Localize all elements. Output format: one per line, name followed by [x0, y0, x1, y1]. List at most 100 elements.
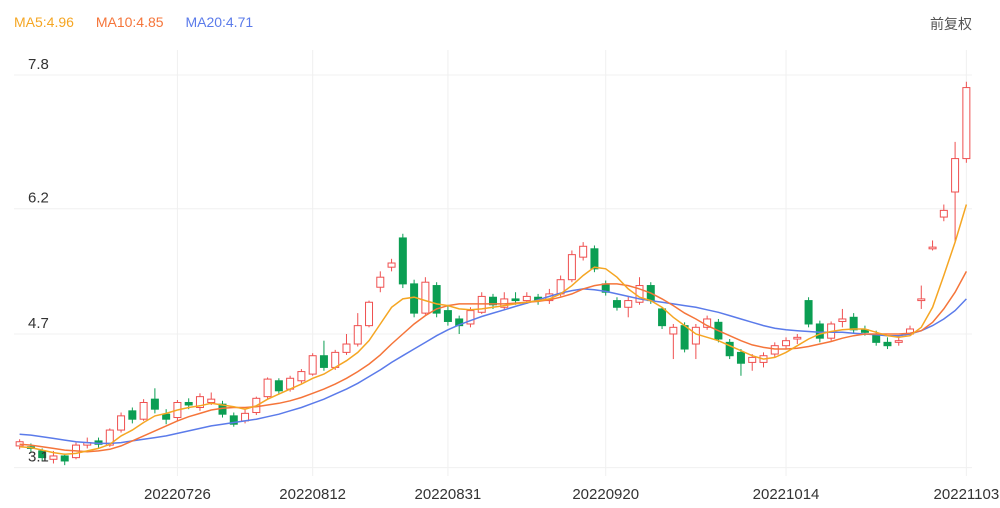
candle — [60, 453, 69, 466]
candle-body — [725, 341, 734, 357]
forward-adjust-toggle[interactable]: 前复权 — [930, 16, 972, 32]
candle-body — [567, 254, 576, 281]
candle — [500, 292, 509, 310]
candle-body — [691, 326, 700, 345]
candle-body — [60, 455, 69, 462]
candle-body — [49, 455, 58, 460]
grid-lines — [14, 50, 972, 476]
moving-average-lines — [19, 204, 968, 456]
candle — [297, 369, 306, 384]
x-tick-label: 20221014 — [753, 486, 820, 503]
y-axis-ticks: 7.8 6.2 4.7 3.1 — [28, 56, 49, 466]
candle — [353, 313, 362, 347]
candle — [748, 354, 757, 371]
candle-body — [308, 355, 317, 375]
candle-body — [421, 281, 430, 314]
ma20-line — [19, 288, 967, 445]
candle-body — [195, 396, 204, 409]
candle — [150, 388, 159, 414]
candle — [477, 292, 486, 314]
candle-body — [184, 401, 193, 406]
candle-body — [793, 336, 802, 340]
candle — [770, 342, 779, 358]
candle-body — [680, 325, 689, 350]
ma5-legend-label: MA5:4.96 — [14, 14, 74, 30]
candle — [387, 258, 396, 272]
candle-body — [804, 300, 813, 325]
candle — [624, 296, 633, 318]
candle-body — [117, 415, 126, 431]
candle-body — [365, 301, 374, 327]
candle — [567, 250, 576, 283]
candle-body — [398, 237, 407, 285]
candle-body — [466, 310, 475, 325]
candle — [376, 271, 385, 293]
candle-body — [432, 285, 441, 314]
candle — [736, 349, 745, 376]
candle — [263, 377, 272, 400]
candle — [117, 412, 126, 433]
candle — [793, 334, 802, 345]
candle-body — [838, 318, 847, 322]
x-tick-label: 20220920 — [572, 486, 639, 503]
candle — [804, 297, 813, 328]
x-axis-ticks: 20220726 20220812 20220831 20220920 20221014… — [144, 486, 999, 503]
candle-body — [207, 398, 216, 403]
candle-body — [782, 340, 791, 347]
candle-body — [150, 398, 159, 410]
x-tick-label: 20220726 — [144, 486, 211, 503]
candle-body — [658, 308, 667, 327]
candle — [489, 293, 497, 309]
candle-body — [443, 310, 452, 322]
candle-body — [883, 341, 892, 347]
candle — [951, 141, 960, 243]
candle — [432, 282, 441, 318]
candle — [815, 320, 824, 343]
candle — [962, 81, 971, 163]
x-tick-label: 20220831 — [415, 486, 482, 503]
candle-body — [455, 318, 464, 327]
candle — [421, 277, 430, 315]
candle — [319, 340, 328, 371]
candle — [759, 352, 768, 368]
candle-body — [229, 415, 238, 425]
candle-body — [612, 300, 621, 308]
candle-body — [928, 246, 937, 250]
candle — [658, 307, 667, 329]
y-tick-label: 4.7 — [28, 315, 49, 332]
candle-body — [669, 326, 678, 335]
candle — [928, 240, 937, 251]
candle-body — [376, 276, 385, 288]
candle-body — [815, 323, 824, 339]
candle — [635, 277, 644, 305]
candle — [342, 334, 351, 355]
candle — [703, 315, 712, 330]
candle — [308, 353, 317, 376]
candle-body — [162, 413, 171, 420]
candle-body — [128, 410, 137, 420]
candle — [443, 304, 452, 326]
y-tick-label: 3.1 — [28, 449, 49, 466]
candle — [849, 313, 858, 334]
candle-body — [860, 329, 869, 333]
candle-body — [139, 401, 148, 420]
ma10-line — [19, 271, 968, 453]
ma5-line — [19, 204, 968, 456]
candle-body — [849, 316, 858, 331]
candle-body — [263, 378, 272, 398]
candle — [466, 307, 475, 328]
candle — [139, 399, 148, 421]
candle-body — [489, 296, 497, 306]
x-tick-label: 20220812 — [279, 486, 346, 503]
candle-body — [274, 380, 283, 392]
candle — [229, 412, 238, 427]
candle — [894, 337, 903, 346]
candle — [725, 339, 734, 360]
candle-body — [770, 345, 779, 355]
candle — [691, 323, 700, 360]
candle-body — [511, 298, 520, 302]
x-tick-label: 20221103 — [934, 486, 1000, 503]
candle-body — [38, 450, 47, 459]
candle — [612, 297, 621, 311]
